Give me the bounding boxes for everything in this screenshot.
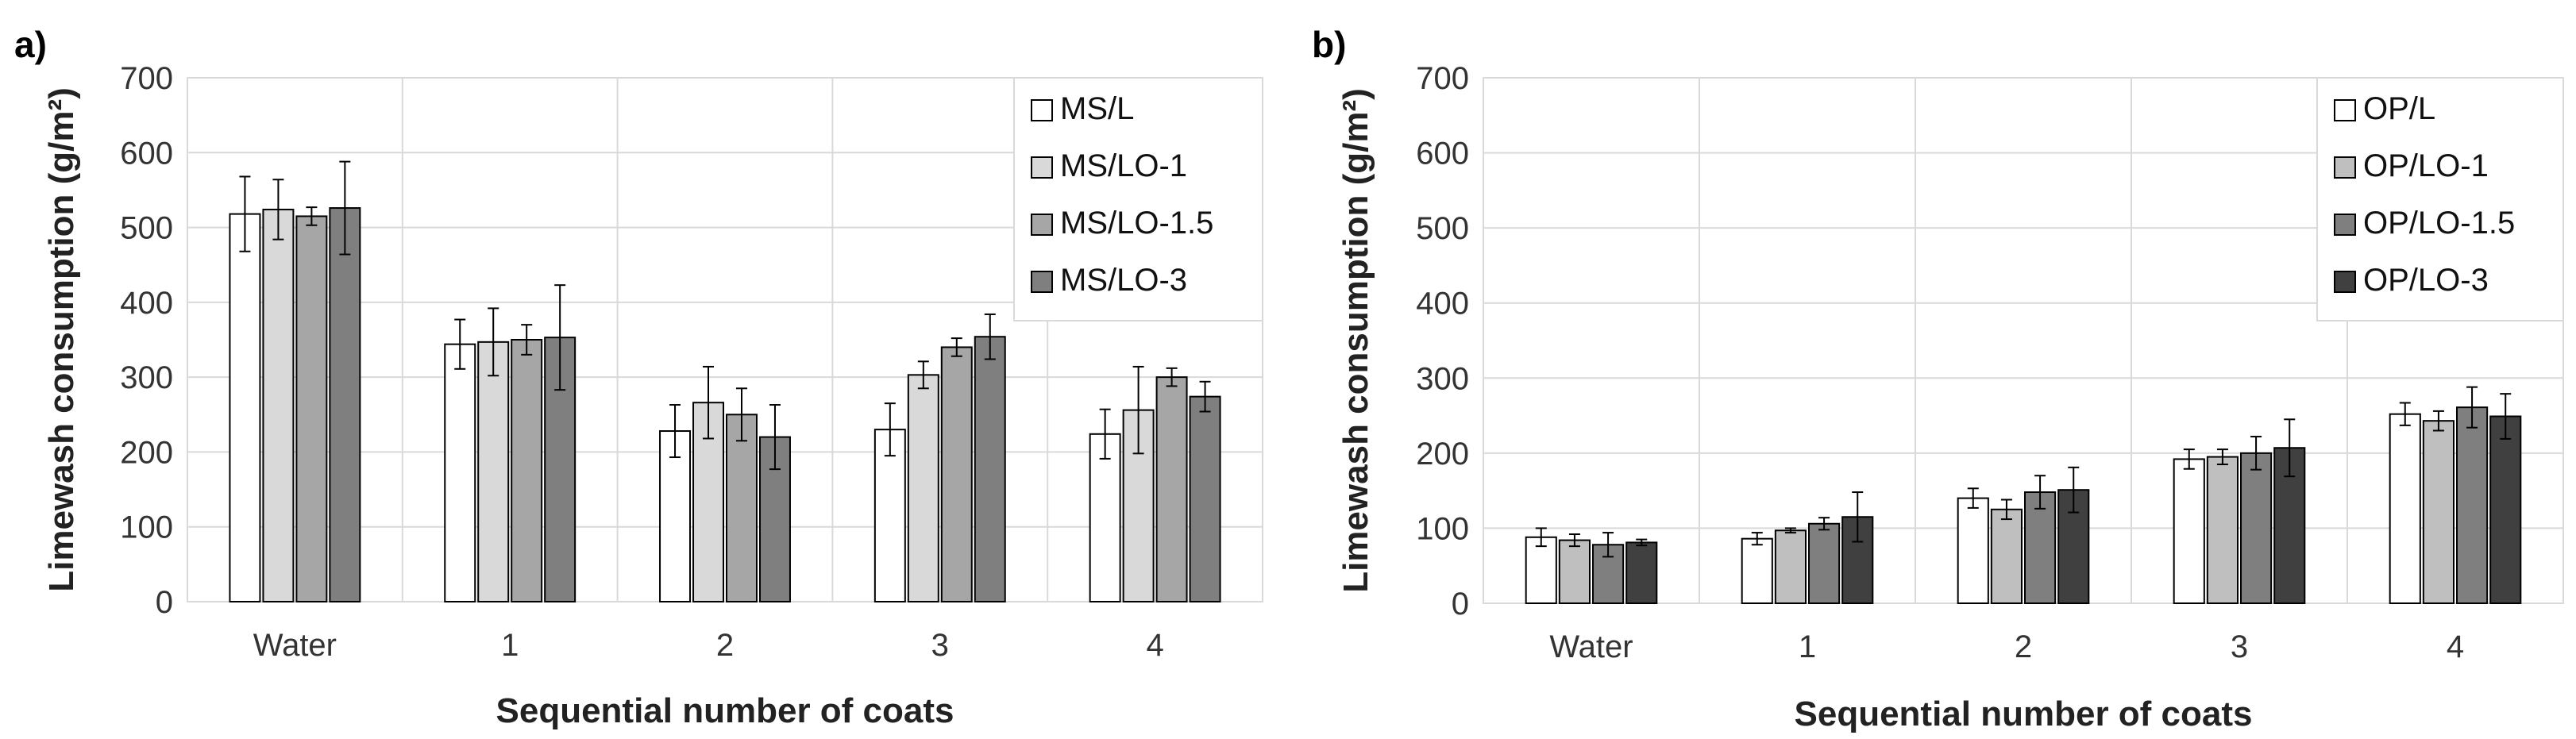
x-axis-title: Sequential number of coats [496,691,954,730]
bar [511,339,543,602]
bar [477,341,510,602]
legend-swatch [1031,99,1053,121]
x-tick-label: 2 [2015,629,2032,664]
y-tick-label: 500 [1416,211,1469,246]
y-tick-label: 200 [120,435,173,470]
bar [2206,456,2239,604]
y-tick-label: 600 [1416,137,1469,171]
panel-label: a) [14,24,47,65]
bar [1990,508,2023,604]
x-tick-label: Water [1549,629,1633,664]
legend: OP/L OP/LO-1 OP/LO-1.5 OP/LO-3 [2316,77,2564,321]
legend-label: OP/LO-1.5 [2363,206,2515,241]
bar [1558,539,1591,604]
legend-swatch [1031,214,1053,236]
legend-box [1013,77,1263,321]
bar [726,414,758,602]
y-tick-label: 700 [1416,61,1469,96]
legend-label: OP/L [2363,91,2435,126]
x-tick-label: 4 [2447,629,2464,664]
bar [2422,420,2455,604]
y-tick-label: 700 [120,61,173,96]
bar [940,346,973,602]
legend-swatch [1031,271,1053,293]
y-tick-label: 100 [120,510,173,545]
x-tick-label: 4 [1146,628,1163,663]
legend-label: OP/LO-1 [2363,148,2489,183]
y-tick-label: 400 [1416,287,1469,321]
y-tick-label: 200 [1416,437,1469,471]
bar [2489,415,2522,605]
legend-swatch [2334,156,2356,179]
y-tick-label: 0 [156,585,173,620]
legend-label: OP/LO-3 [2363,263,2489,298]
bar [2389,413,2421,604]
y-axis-title: Limewash consumption (g/m²) [42,87,81,592]
bar [1625,541,1658,605]
legend-swatch [2334,214,2356,236]
bar [329,207,361,602]
legend-box [2316,77,2564,321]
y-tick-label: 600 [120,136,173,171]
bar [2173,458,2205,604]
legend-label: MS/LO-3 [1060,263,1187,298]
bar [262,208,295,602]
bar [1774,529,1807,604]
y-tick-label: 0 [1452,587,1469,622]
legend-swatch [2334,271,2356,293]
bar [2240,452,2273,604]
bar [229,213,261,602]
y-tick-label: 300 [1416,361,1469,396]
bar [1525,536,1557,605]
bar [907,374,939,602]
bar [295,215,328,602]
legend-label: MS/LO-1 [1060,148,1187,183]
bar [1189,395,1221,602]
bar [1155,376,1188,602]
x-tick-label: 3 [931,628,949,663]
x-tick-label: Water [253,628,337,663]
y-tick-label: 300 [120,360,173,395]
bar [2456,406,2489,604]
x-tick-label: 1 [1799,629,1816,664]
legend-label: MS/LO-1.5 [1060,206,1213,241]
x-tick-label: 2 [716,628,734,663]
legend-swatch [1031,156,1053,179]
bar [974,336,1006,602]
chart-a: 0 100 200 300 400 500 600 700 Water 1 2 3 4 Sequentia… [14,24,1263,730]
y-tick-label: 400 [120,286,173,321]
y-tick-label: 100 [1416,511,1469,546]
panel-label: b) [1312,24,1346,65]
y-axis-title: Limewash consumption (g/m²) [1336,88,1375,593]
x-axis-title: Sequential number of coats [1795,695,2253,733]
legend: MS/L MS/LO-1 MS/LO-1.5 MS/LO-3 [1013,77,1263,321]
bar [1741,537,1773,605]
chart-b: 0 100 200 300 400 500 600 700 Water 1 2 3 4 Sequentia… [1312,24,2564,733]
bar [444,343,476,602]
bar [1957,497,1989,604]
x-tick-label: 1 [501,628,519,663]
y-tick-label: 500 [120,211,173,246]
bar [1808,522,1841,604]
legend-swatch [2334,99,2356,121]
x-tick-label: 3 [2231,629,2248,664]
legend-label: MS/L [1060,91,1134,126]
